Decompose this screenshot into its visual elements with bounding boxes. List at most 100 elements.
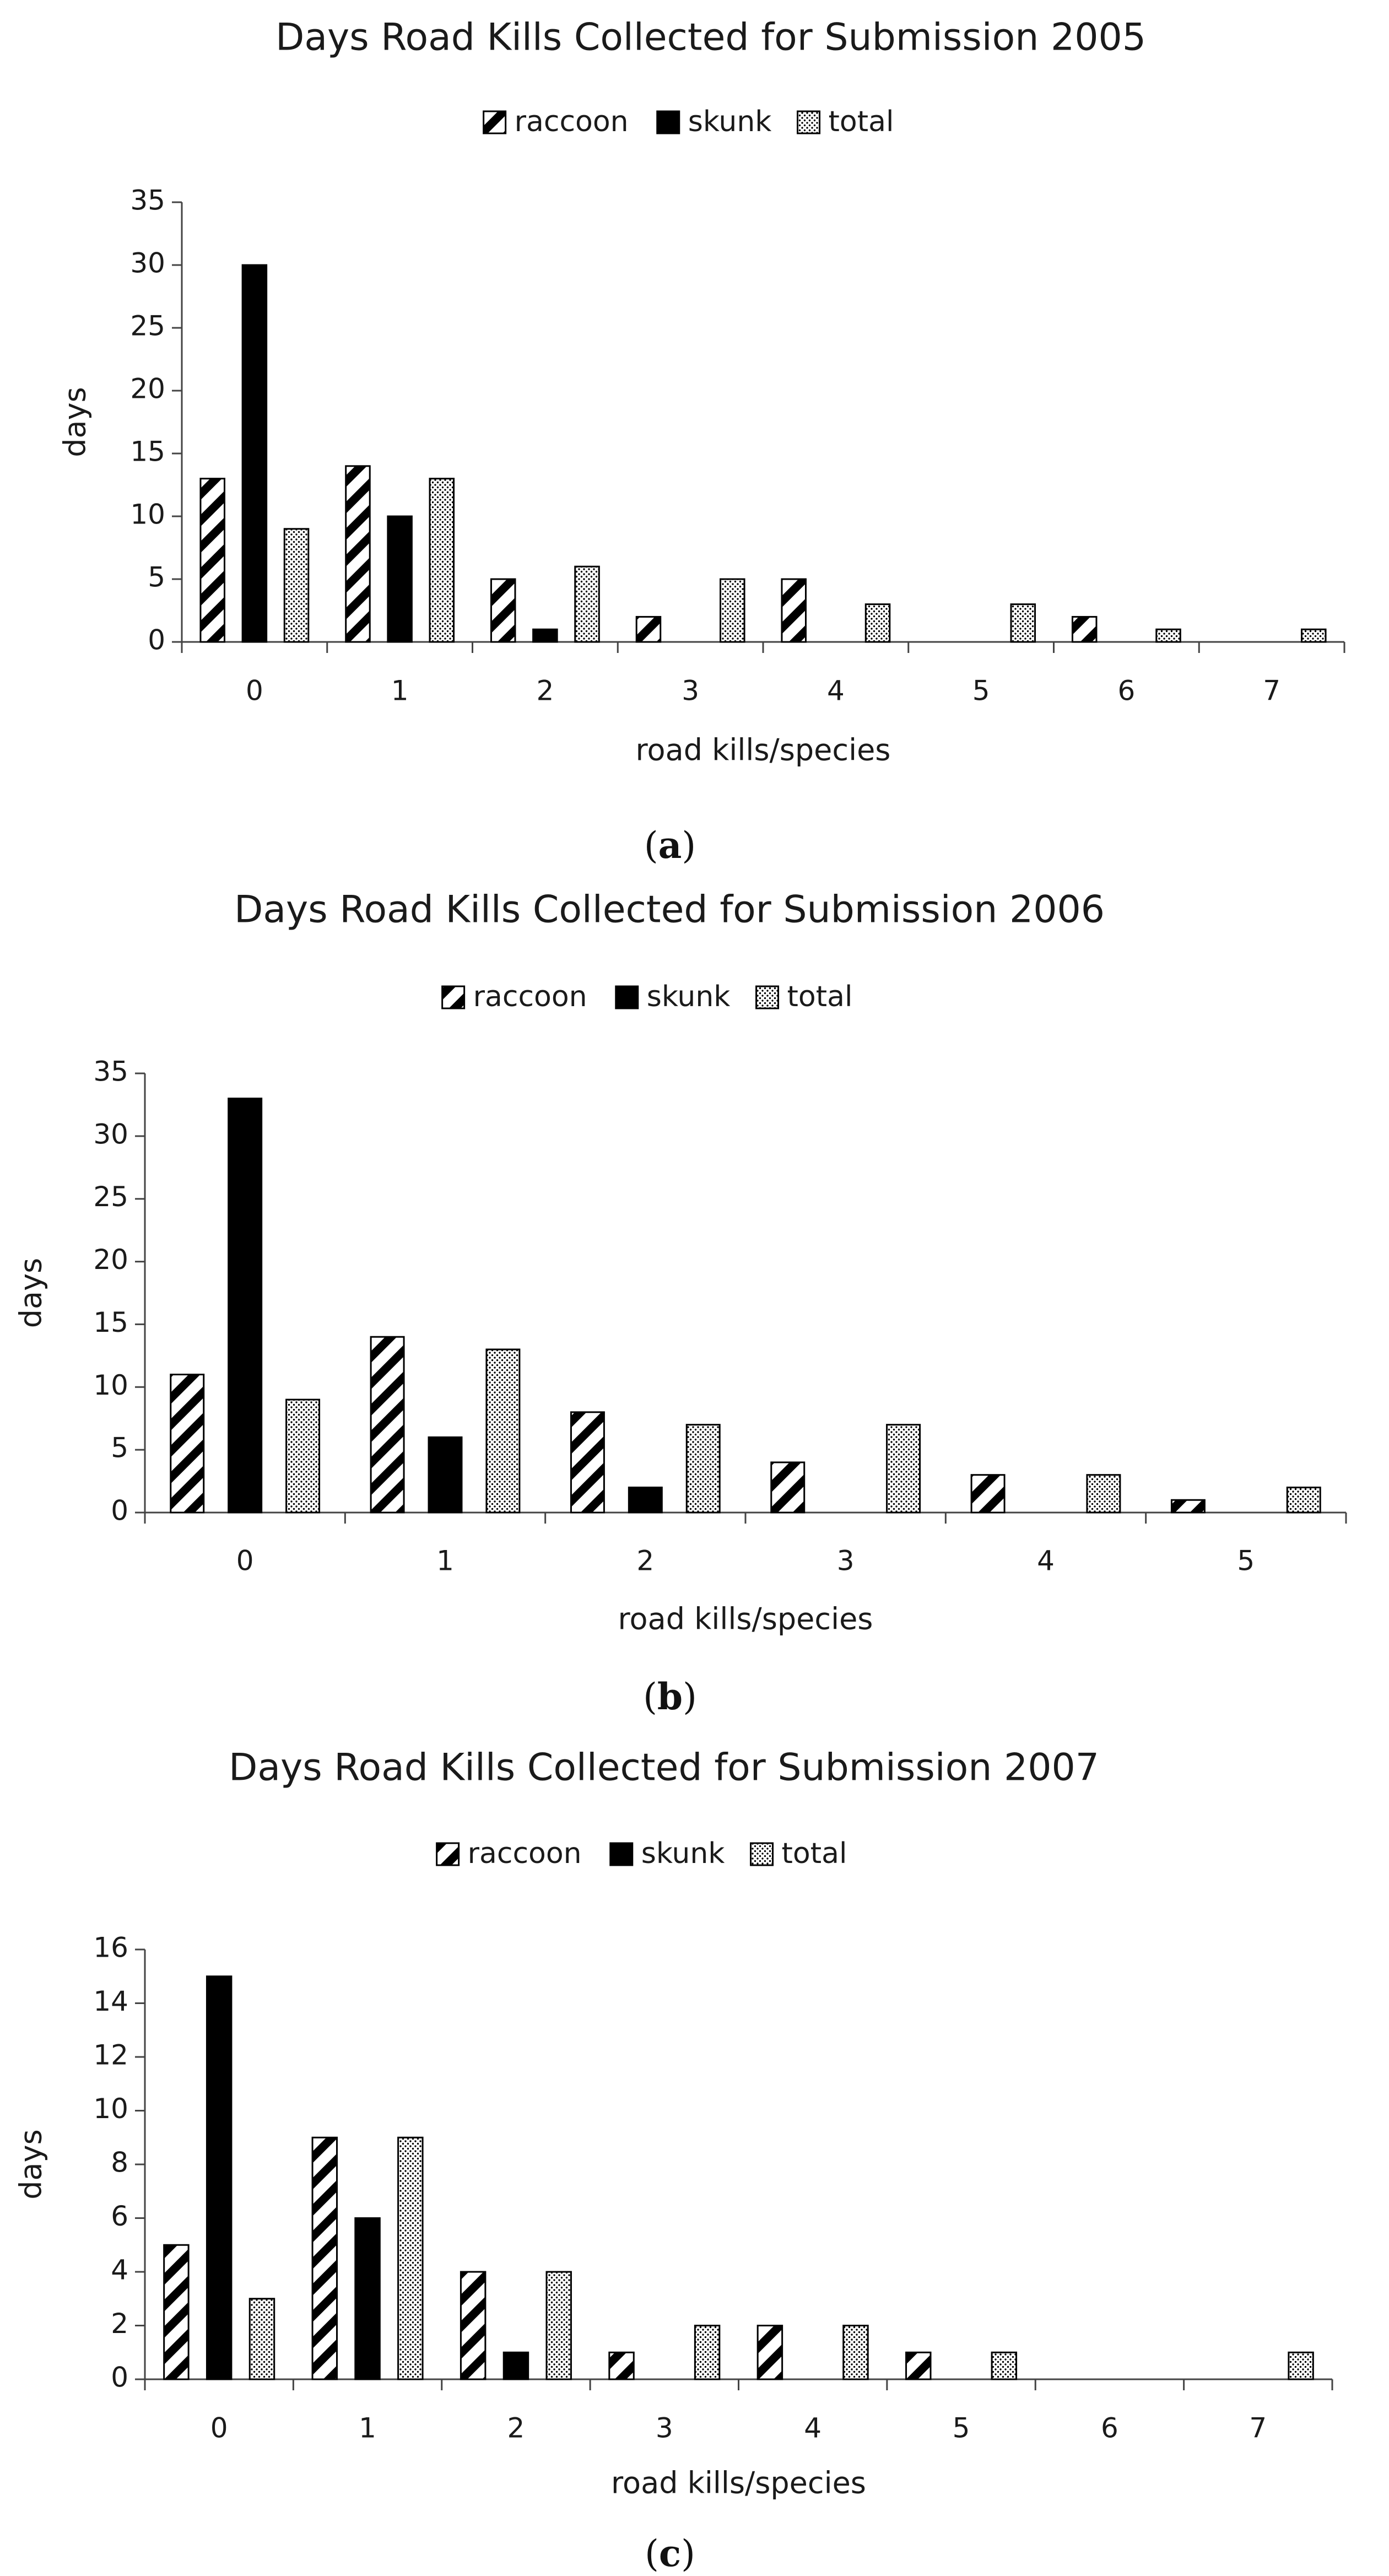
- legend-label-raccoon: raccoon: [468, 1837, 582, 1870]
- x-tick-label: 7: [1263, 675, 1280, 707]
- x-tick-label: 1: [436, 1545, 454, 1577]
- y-tick-label: 0: [111, 1495, 128, 1527]
- y-tick-label: 30: [93, 1118, 128, 1150]
- y-tick-label: 8: [111, 2147, 128, 2179]
- bar-total-0: [285, 1398, 321, 1514]
- legend-swatch-total: [797, 110, 821, 134]
- bar-total-0: [283, 528, 310, 643]
- x-axis-label: road kills/species: [618, 1602, 873, 1637]
- caption-open: (: [643, 1676, 657, 1718]
- legend-swatch-raccoon: [483, 110, 507, 134]
- chart-title: Days Road Kills Collected for Submission…: [229, 1746, 1099, 1790]
- y-tick-label: 14: [93, 1985, 128, 2017]
- caption-open: (: [644, 824, 658, 867]
- y-tick-label: 10: [93, 1369, 128, 1401]
- y-tick-label: 6: [111, 2200, 128, 2232]
- bar-skunk-2: [502, 2351, 529, 2380]
- bar-raccoon-2: [460, 2271, 487, 2380]
- y-tick-label: 2: [111, 2308, 128, 2340]
- legend-swatch-total: [750, 1842, 774, 1866]
- x-tick-label: 0: [236, 1545, 254, 1577]
- legend: raccoon skunk total: [483, 105, 894, 138]
- bar-total-2: [545, 2271, 572, 2380]
- bar-raccoon-5: [1170, 1499, 1206, 1514]
- bar-total-6: [1155, 628, 1181, 643]
- bar-total-1: [485, 1348, 521, 1514]
- y-tick-label: 15: [93, 1306, 128, 1338]
- bar-total-3: [694, 2325, 721, 2380]
- bar-total-1: [429, 478, 455, 643]
- legend-swatch-skunk: [656, 110, 680, 134]
- bar-total-4: [1086, 1474, 1121, 1514]
- x-tick-label: 2: [636, 1545, 654, 1577]
- x-tick-label: 4: [827, 675, 845, 707]
- legend-swatch-total: [755, 985, 780, 1009]
- bar-raccoon-2: [490, 578, 516, 643]
- bar-total-7: [1288, 2351, 1314, 2380]
- y-tick-label: 0: [111, 2362, 128, 2394]
- bar-total-5: [1010, 603, 1036, 643]
- x-tick-label: 1: [391, 675, 409, 707]
- bar-raccoon-4: [756, 2325, 783, 2380]
- bar-skunk-1: [387, 515, 413, 643]
- legend-swatch-skunk: [615, 985, 639, 1009]
- bar-skunk-1: [354, 2217, 381, 2380]
- legend: raccoon skunk total: [441, 980, 853, 1013]
- bar-raccoon-3: [608, 2351, 635, 2380]
- y-tick-label: 25: [130, 310, 165, 342]
- y-tick-label: 35: [93, 1056, 128, 1088]
- y-tick-label: 12: [93, 2039, 128, 2071]
- bar-raccoon-0: [199, 478, 225, 643]
- legend-label-total: total: [829, 105, 894, 138]
- bar-raccoon-3: [635, 615, 662, 643]
- bar-total-5: [991, 2351, 1018, 2380]
- chart-title: Days Road Kills Collected for Submission…: [275, 16, 1146, 60]
- y-tick-label: 30: [130, 247, 165, 279]
- bar-raccoon-4: [970, 1474, 1006, 1514]
- x-tick-label: 4: [804, 2412, 821, 2444]
- panel-caption: (a): [644, 824, 696, 867]
- chart-panel-c: Days Road Kills Collected for Submission…: [14, 1746, 1333, 2575]
- bar-raccoon-1: [345, 465, 371, 643]
- y-tick-label: 10: [130, 499, 165, 531]
- x-tick-label: 3: [682, 675, 699, 707]
- legend-label-skunk: skunk: [688, 105, 772, 138]
- y-tick-label: 20: [130, 373, 165, 405]
- charts-root: Days Road Kills Collected for Submission…: [14, 16, 1347, 2575]
- bar-raccoon-5: [905, 2351, 932, 2380]
- caption-open: (: [645, 2532, 659, 2575]
- panel-caption: (c): [645, 2532, 695, 2575]
- y-tick-label: 5: [111, 1432, 128, 1464]
- legend-swatch-skunk: [609, 1842, 634, 1866]
- legend-label-total: total: [782, 1837, 847, 1870]
- x-tick-label: 4: [1037, 1545, 1055, 1577]
- bar-raccoon-2: [570, 1411, 605, 1514]
- y-tick-label: 10: [93, 2093, 128, 2125]
- caption-close: ): [683, 1676, 697, 1718]
- x-tick-label: 6: [1101, 2412, 1118, 2444]
- bar-total-4: [864, 603, 891, 643]
- bar-skunk-1: [428, 1436, 463, 1514]
- bar-skunk-0: [228, 1098, 263, 1514]
- bar-total-4: [842, 2325, 869, 2380]
- chart-panel-a: Days Road Kills Collected for Submission…: [58, 16, 1345, 867]
- bar-total-3: [886, 1424, 921, 1514]
- y-axis-label: days: [58, 387, 93, 457]
- x-axis-label: road kills/species: [636, 733, 891, 768]
- bar-raccoon-1: [370, 1336, 405, 1514]
- x-axis-label: road kills/species: [611, 2466, 866, 2501]
- caption-letter: b: [657, 1675, 683, 1718]
- bar-raccoon-1: [311, 2136, 338, 2380]
- y-tick-label: 0: [148, 624, 165, 656]
- bar-total-2: [574, 565, 600, 643]
- bar-total-7: [1301, 628, 1327, 643]
- legend-label-total: total: [787, 980, 853, 1013]
- x-tick-label: 2: [507, 2412, 525, 2444]
- x-tick-label: 0: [210, 2412, 228, 2444]
- chart-panel-b: Days Road Kills Collected for Submission…: [14, 888, 1347, 1718]
- legend-label-skunk: skunk: [641, 1837, 725, 1870]
- panel-caption: (b): [643, 1675, 697, 1718]
- y-tick-label: 16: [93, 1932, 128, 1964]
- bar-total-1: [397, 2136, 424, 2380]
